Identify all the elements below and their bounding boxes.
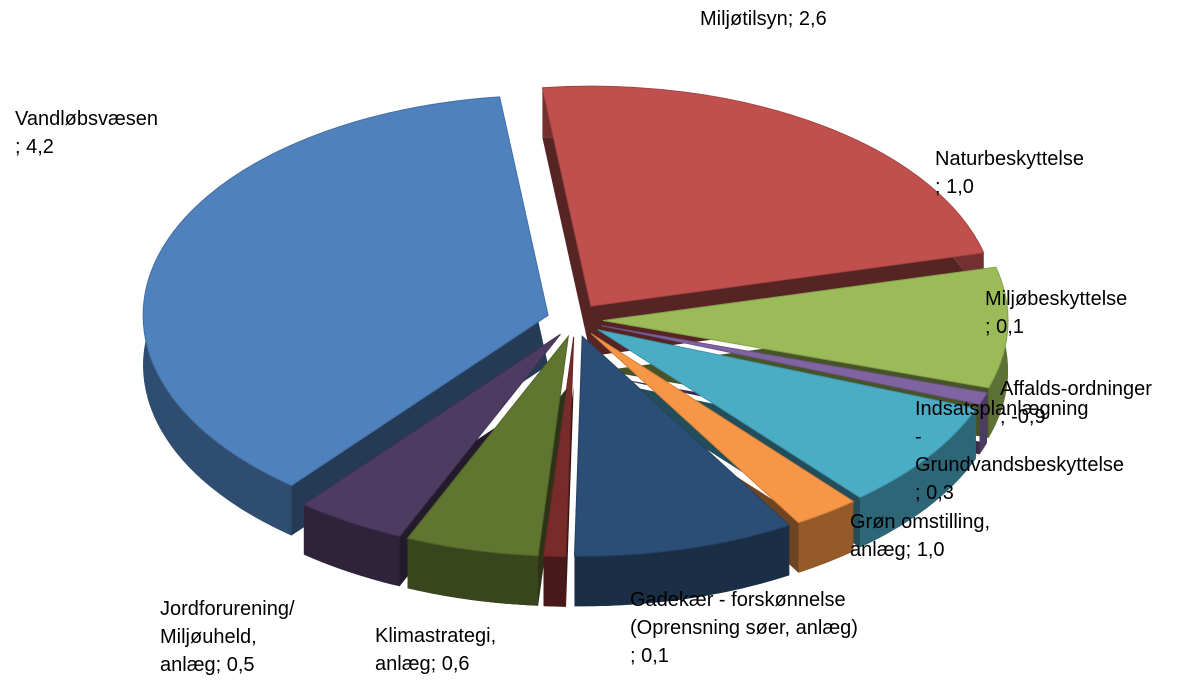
value: -0,9 [1011,406,1045,428]
slice [597,329,977,499]
data-label: Jordforurening/ Miljøuheld, anlæg [160,598,300,676]
value-label: ; -0,9 [1000,406,1046,428]
label-line: Naturbeskyttelse [935,148,1084,170]
value: 0,1 [996,316,1024,338]
value-label: ; 2,6 [788,8,827,30]
label-separator: ; [985,316,996,338]
slice [142,96,549,487]
label-line: Miljøbeskyttelse [985,288,1127,310]
label-separator: ; [15,136,26,158]
label-separator: ; [1000,406,1011,428]
label-line: (Oprensning søer, anlæg) [630,617,858,639]
slice [542,336,575,558]
value-label: ; 0,6 [431,653,470,675]
data-label: Miljøtilsyn [700,8,788,30]
label-line: anlæg [160,654,216,676]
value-label: ; 0,3 [915,482,954,504]
label-line: Indsatsplanlægning [915,398,1094,420]
slice-side [407,538,539,606]
data-label: Affalds-ordninger [1000,378,1152,400]
slice-side [543,556,566,607]
label-separator: ; [935,176,946,198]
data-label: Vandløbsvæsen [15,108,158,130]
label-separator: ; [906,539,917,561]
value: 1,0 [917,539,945,561]
data-label: Miljøbeskyttelse [985,288,1127,310]
value: 0,1 [641,645,669,667]
label-line: Grøn omstilling, [850,511,996,533]
label-line: - [915,426,927,448]
label-line: anlæg [850,539,906,561]
slice-side [859,408,976,548]
label-line: Jordforurening/ [160,598,300,620]
slice [602,266,1009,389]
label-line: Klimastrategi, [375,625,502,647]
label-separator: ; [216,654,227,676]
slice [601,325,988,405]
label-separator: ; [915,482,926,504]
slice [573,335,791,557]
data-label: Grøn omstilling, anlæg [850,511,996,561]
label-line: Gadekær - forskønnelse [630,589,851,611]
data-label: Indsatsplanlægning - Grundvandsbeskyttel… [915,398,1124,476]
value: 4,2 [26,136,54,158]
value-label: ; 1,0 [906,539,945,561]
value-label: ; 0,5 [216,654,255,676]
label-line: Affalds-ordninger [1000,378,1152,400]
data-label: Klimastrategi, anlæg [375,625,502,675]
label-separator: ; [788,8,799,30]
label-line: Miljøuheld, [160,626,262,648]
value: 0,6 [442,653,470,675]
label-separator: ; [431,653,442,675]
value: 0,5 [227,654,255,676]
slice [590,333,855,524]
slice-side [574,525,790,607]
slice-side [979,392,987,455]
label-line: Vandløbsvæsen [15,108,158,130]
value: 1,0 [946,176,974,198]
label-line: Miljøtilsyn [700,8,788,30]
value: 2,6 [799,8,827,30]
value: 0,3 [926,482,954,504]
data-label: Naturbeskyttelse [935,148,1084,170]
value-label: ; 0,1 [985,316,1024,338]
data-label: Gadekær - forskønnelse (Oprensning søer,… [630,589,858,639]
label-line: Grundvandsbeskyttelse [915,454,1124,476]
value-label: ; 0,1 [630,645,669,667]
value-label: ; 4,2 [15,136,54,158]
slice [302,333,561,537]
slice-side [798,501,854,573]
slice-side [303,504,400,587]
slice [541,85,985,307]
value-label: ; 1,0 [935,176,974,198]
label-separator: ; [630,645,641,667]
label-line: anlæg [375,653,431,675]
slice [406,334,570,557]
